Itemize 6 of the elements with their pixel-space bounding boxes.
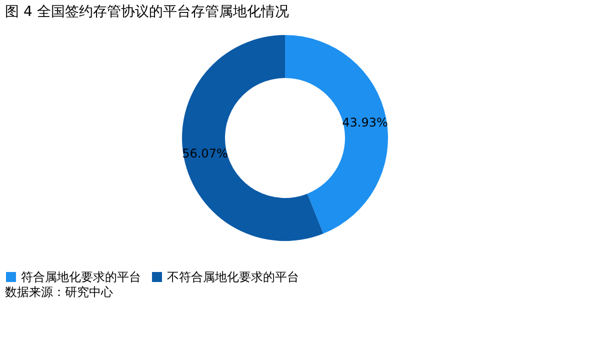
legend-label: 符合属地化要求的平台 [21,270,141,284]
chart-title: 图 4 全国签约存管协议的平台存管属地化情况 [5,4,289,20]
source-note: 数据来源：研究中心 [5,285,113,299]
donut-slice [182,35,324,241]
legend-label: 不符合属地化要求的平台 [167,270,299,284]
donut-slice [285,35,388,234]
